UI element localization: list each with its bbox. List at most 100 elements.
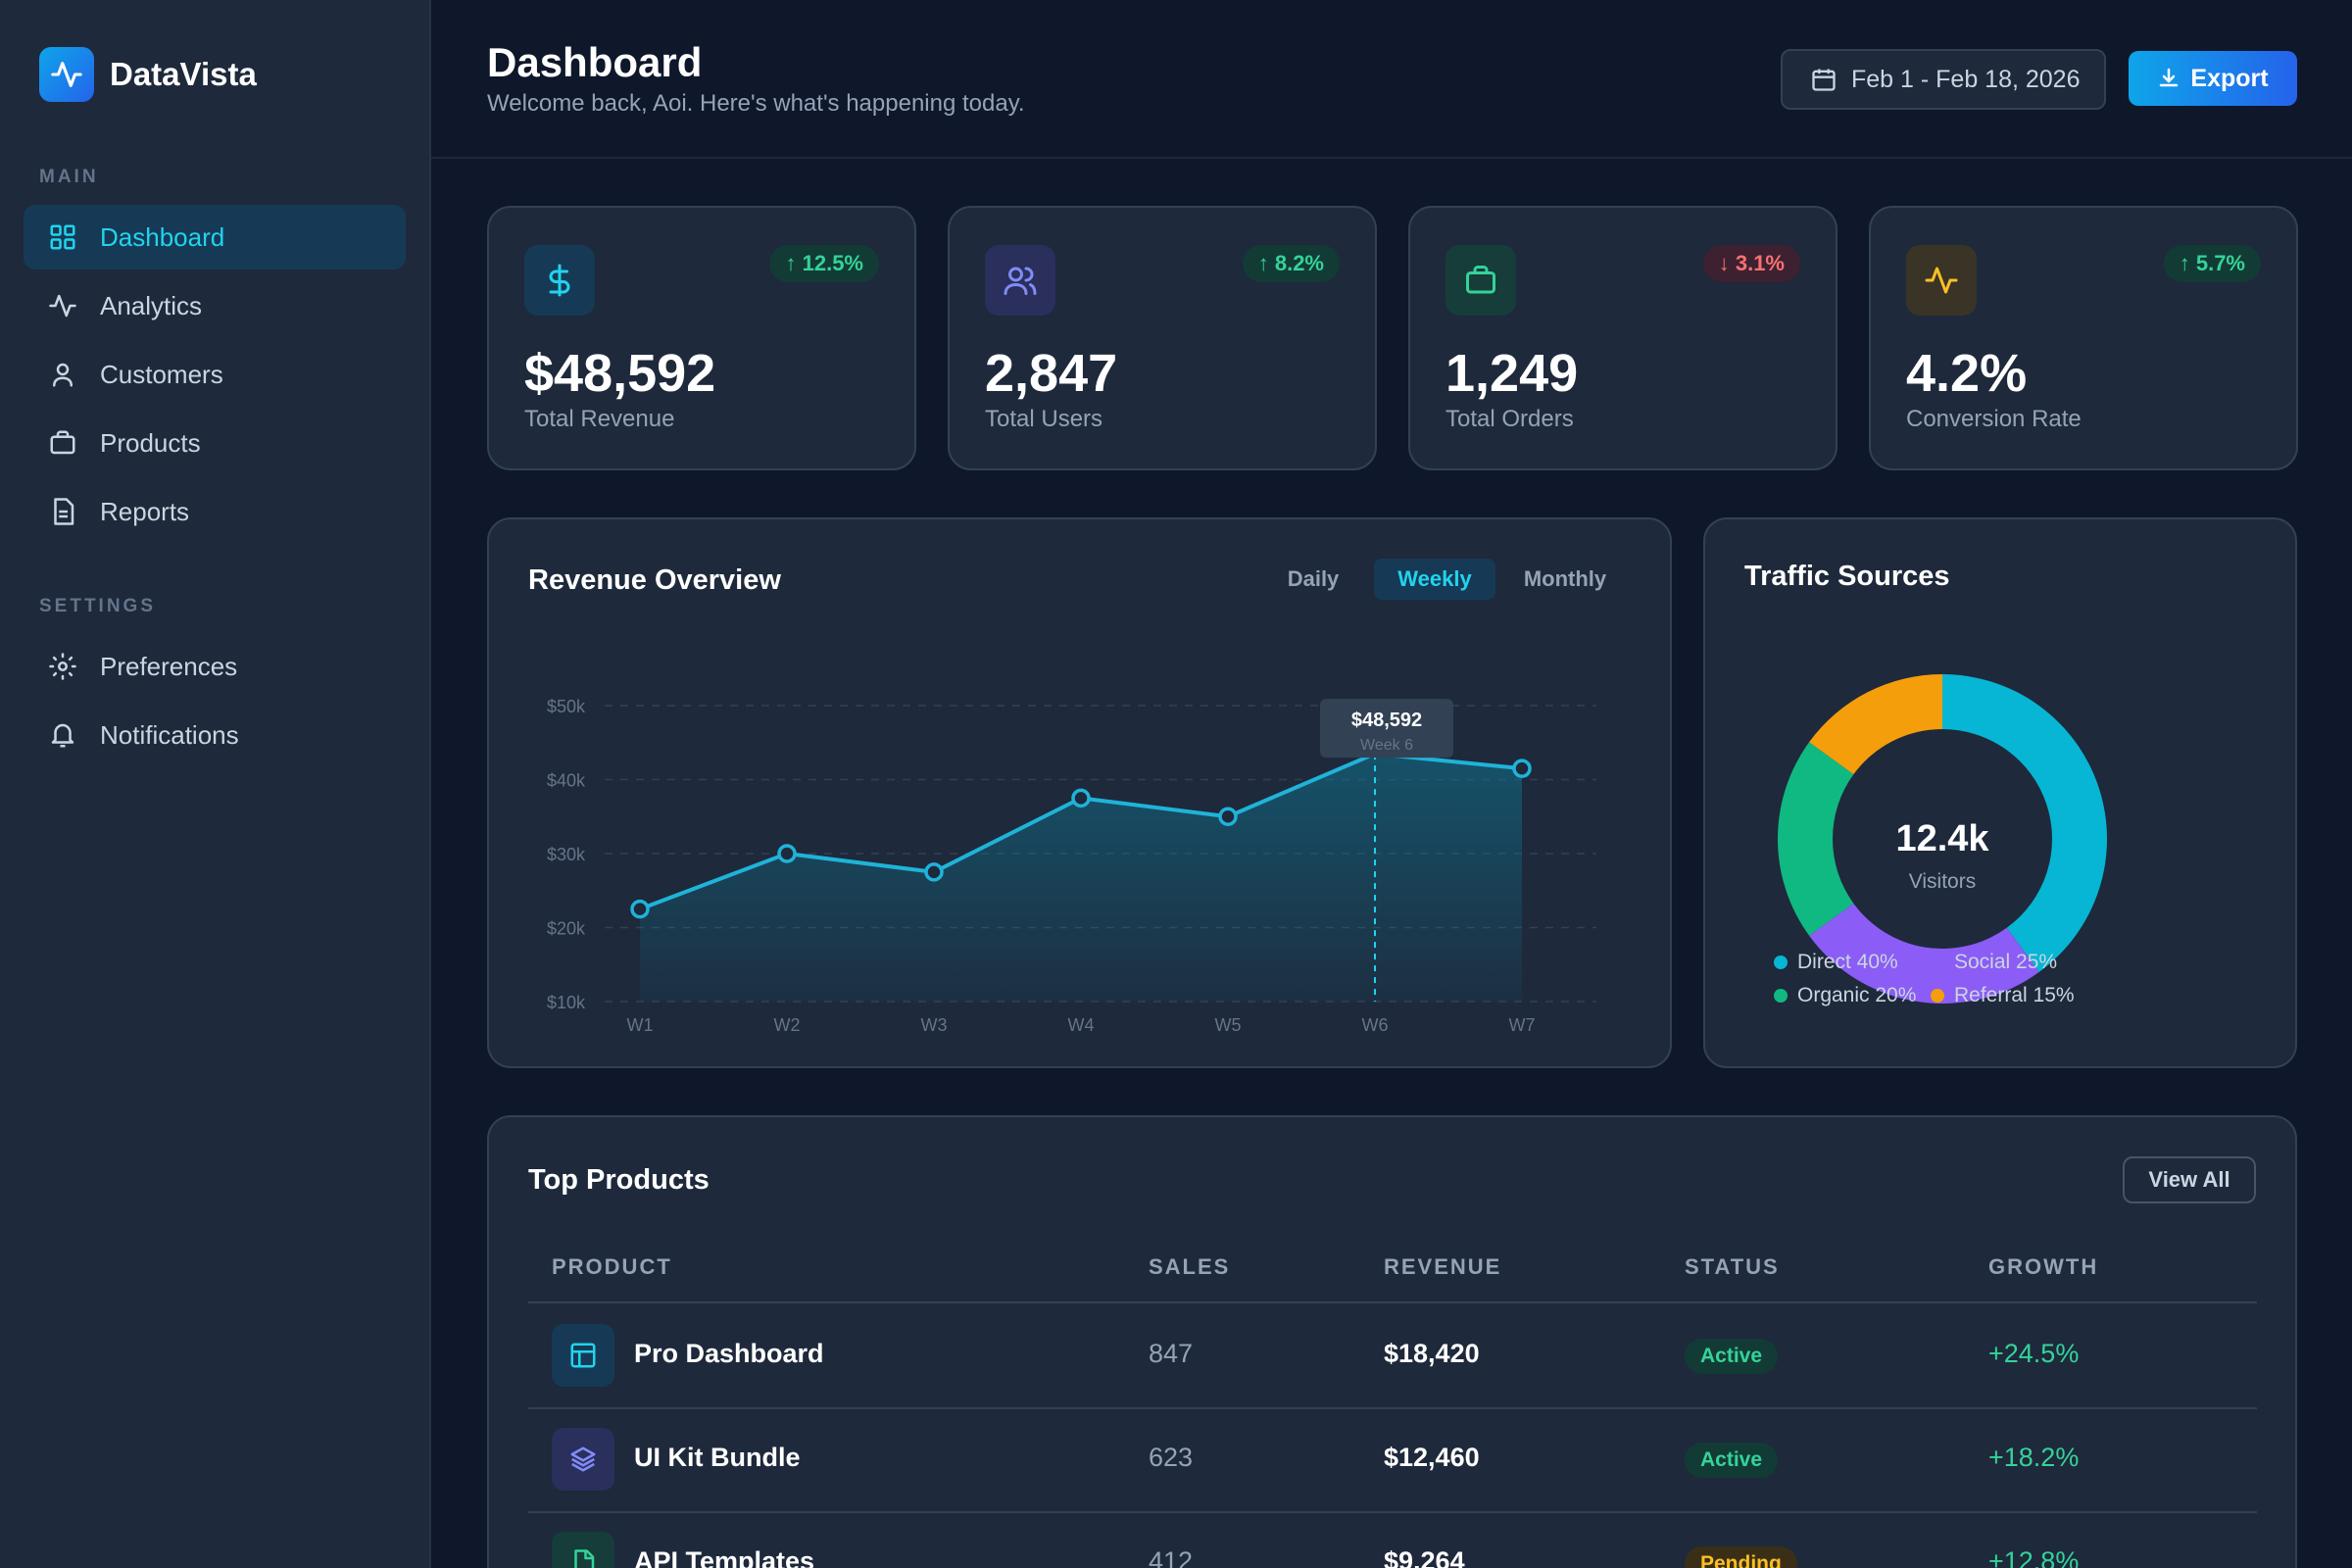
sidebar-item-products[interactable]: Products — [24, 411, 406, 475]
table-divider — [528, 1301, 2257, 1303]
layout-icon — [552, 1324, 614, 1387]
view-all-button[interactable]: View All — [2123, 1156, 2256, 1203]
change-badge: ↑ 5.7% — [2163, 245, 2261, 282]
briefcase-icon — [47, 427, 78, 459]
x-tick-label: W4 — [1068, 1015, 1095, 1035]
x-tick-label: W1 — [627, 1015, 654, 1035]
export-button[interactable]: Export — [2129, 51, 2297, 106]
stat-label: Total Users — [985, 406, 1103, 432]
legend-dot — [1931, 989, 1944, 1003]
data-point[interactable] — [1071, 788, 1091, 808]
sidebar-item-label: Dashboard — [100, 221, 225, 252]
product-sales: 623 — [1149, 1443, 1194, 1472]
revenue-chart: $50k $40k $30k $20k $10k W1 W2 W3 W4 W5 W6 W7 $48,… — [547, 697, 1596, 1035]
legend-item: Organic 20% — [1774, 984, 1916, 1007]
sidebar-item-reports[interactable]: Reports — [24, 479, 406, 544]
legend-label: Organic 20% — [1797, 984, 1917, 1006]
tooltip-label: Week 6 — [1360, 737, 1413, 754]
status-badge: Active — [1685, 1443, 1779, 1478]
stat-value: 4.2% — [1906, 344, 2028, 403]
sidebar-item-dashboard[interactable]: Dashboard — [24, 205, 406, 270]
table-row[interactable]: API Templates 412 $9,264 Pending +12.8% — [528, 1511, 2257, 1568]
traffic-legend: Direct 40% Social 25% Organic 20% Referral … — [1705, 951, 2299, 1015]
arrow-up-icon: ↑ — [1257, 251, 1275, 275]
nav-section-settings: SETTINGS — [39, 596, 157, 616]
legend-label: Social 25% — [1954, 951, 2058, 973]
stat-card-conversion: ↑ 5.7% 4.2% Conversion Rate — [1869, 206, 2298, 470]
arrow-up-icon: ↑ — [785, 251, 803, 275]
data-point[interactable] — [777, 844, 797, 863]
sidebar-item-label: Analytics — [100, 290, 203, 320]
page-title: Dashboard — [487, 39, 703, 85]
table-divider — [528, 1407, 2257, 1409]
change-badge: ↑ 8.2% — [1242, 245, 1340, 282]
layers-icon — [552, 1428, 614, 1491]
grid-icon — [47, 221, 78, 253]
top-products-title: Top Products — [528, 1164, 710, 1196]
page-subtitle: Welcome back, Aoi. Here's what's happeni… — [487, 90, 1025, 117]
tab-monthly[interactable]: Monthly — [1523, 566, 1607, 591]
x-tick-label: W6 — [1362, 1015, 1389, 1035]
donut-center-label: Visitors — [1909, 870, 1976, 893]
donut-slice[interactable] — [1942, 674, 2107, 972]
legend-item: Social 25% — [1931, 951, 2057, 974]
legend-dot — [1931, 956, 1944, 969]
arrow-down-icon: ↓ — [1718, 251, 1736, 275]
tab-daily[interactable]: Daily — [1287, 566, 1340, 591]
sidebar-item-notifications[interactable]: Notifications — [24, 703, 406, 767]
donut-slice[interactable] — [1809, 674, 1942, 775]
sidebar-item-label: Products — [100, 427, 201, 458]
sidebar-item-label: Reports — [100, 496, 190, 526]
table-row[interactable]: Pro Dashboard 847 $18,420 Active +24.5% — [528, 1303, 2257, 1407]
stat-value: 1,249 — [1446, 344, 1579, 403]
sidebar-item-label: Preferences — [100, 651, 238, 681]
donut-slice[interactable] — [1778, 742, 1854, 936]
calendar-icon — [1810, 66, 1838, 93]
status-badge: Pending — [1685, 1546, 1797, 1568]
tab-weekly[interactable]: Weekly — [1374, 559, 1495, 600]
date-range-button[interactable]: Feb 1 - Feb 18, 2026 — [1781, 49, 2106, 110]
column-header-growth: GROWTH — [1988, 1254, 2099, 1279]
x-tick-label: W3 — [921, 1015, 948, 1035]
data-point[interactable] — [1218, 807, 1238, 826]
column-header-status: STATUS — [1685, 1254, 1780, 1279]
traffic-donut-chart: 12.4k Visitors — [1778, 674, 2107, 1004]
legend-dot — [1774, 956, 1788, 969]
briefcase-icon — [1446, 245, 1516, 316]
nav-section-main: MAIN — [39, 167, 99, 187]
sidebar-item-preferences[interactable]: Preferences — [24, 634, 406, 699]
stat-value: 2,847 — [985, 344, 1118, 403]
activity-icon — [47, 290, 78, 321]
sidebar-item-customers[interactable]: Customers — [24, 342, 406, 407]
file-icon — [47, 496, 78, 527]
arrow-up-icon: ↑ — [2179, 251, 2196, 275]
x-tick-label: W2 — [774, 1015, 801, 1035]
product-name: UI Kit Bundle — [634, 1443, 801, 1472]
pulse-logo-icon — [39, 47, 94, 102]
export-label: Export — [2190, 64, 2269, 92]
y-tick-label: $10k — [547, 993, 586, 1012]
donut-center-value: 12.4k — [1895, 818, 1989, 859]
data-point[interactable] — [924, 862, 944, 882]
data-point[interactable] — [1512, 759, 1532, 778]
donut-slice[interactable] — [1809, 903, 2039, 1004]
activity-icon — [1906, 245, 1977, 316]
table-row[interactable]: UI Kit Bundle 623 $12,460 Active +18.2% — [528, 1407, 2257, 1511]
gear-icon — [47, 651, 78, 682]
legend-dot — [1774, 989, 1788, 1003]
traffic-title: Traffic Sources — [1744, 561, 1950, 592]
column-header-revenue: REVENUE — [1384, 1254, 1502, 1279]
table-divider — [528, 1511, 2257, 1513]
sidebar-item-analytics[interactable]: Analytics — [24, 273, 406, 338]
bell-icon — [47, 719, 78, 751]
column-header-product: PRODUCT — [552, 1254, 672, 1279]
product-name: API Templates — [634, 1546, 815, 1568]
data-point[interactable] — [630, 899, 650, 919]
stat-value: $48,592 — [524, 344, 716, 403]
brand[interactable]: DataVista — [39, 47, 257, 102]
stat-card-orders: ↓ 3.1% 1,249 Total Orders — [1408, 206, 1838, 470]
stat-card-users: ↑ 8.2% 2,847 Total Users — [948, 206, 1377, 470]
product-sales: 412 — [1149, 1546, 1194, 1568]
revenue-title: Revenue Overview — [528, 564, 781, 596]
dollar-icon — [524, 245, 595, 316]
